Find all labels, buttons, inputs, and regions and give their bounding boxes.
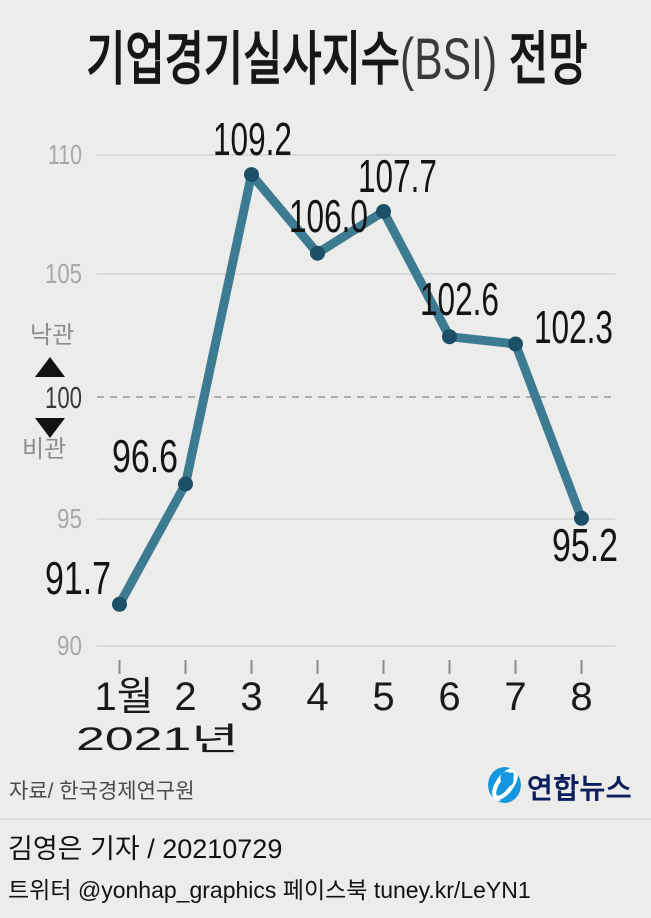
svg-text:연합뉴스: 연합뉴스: [527, 773, 632, 804]
